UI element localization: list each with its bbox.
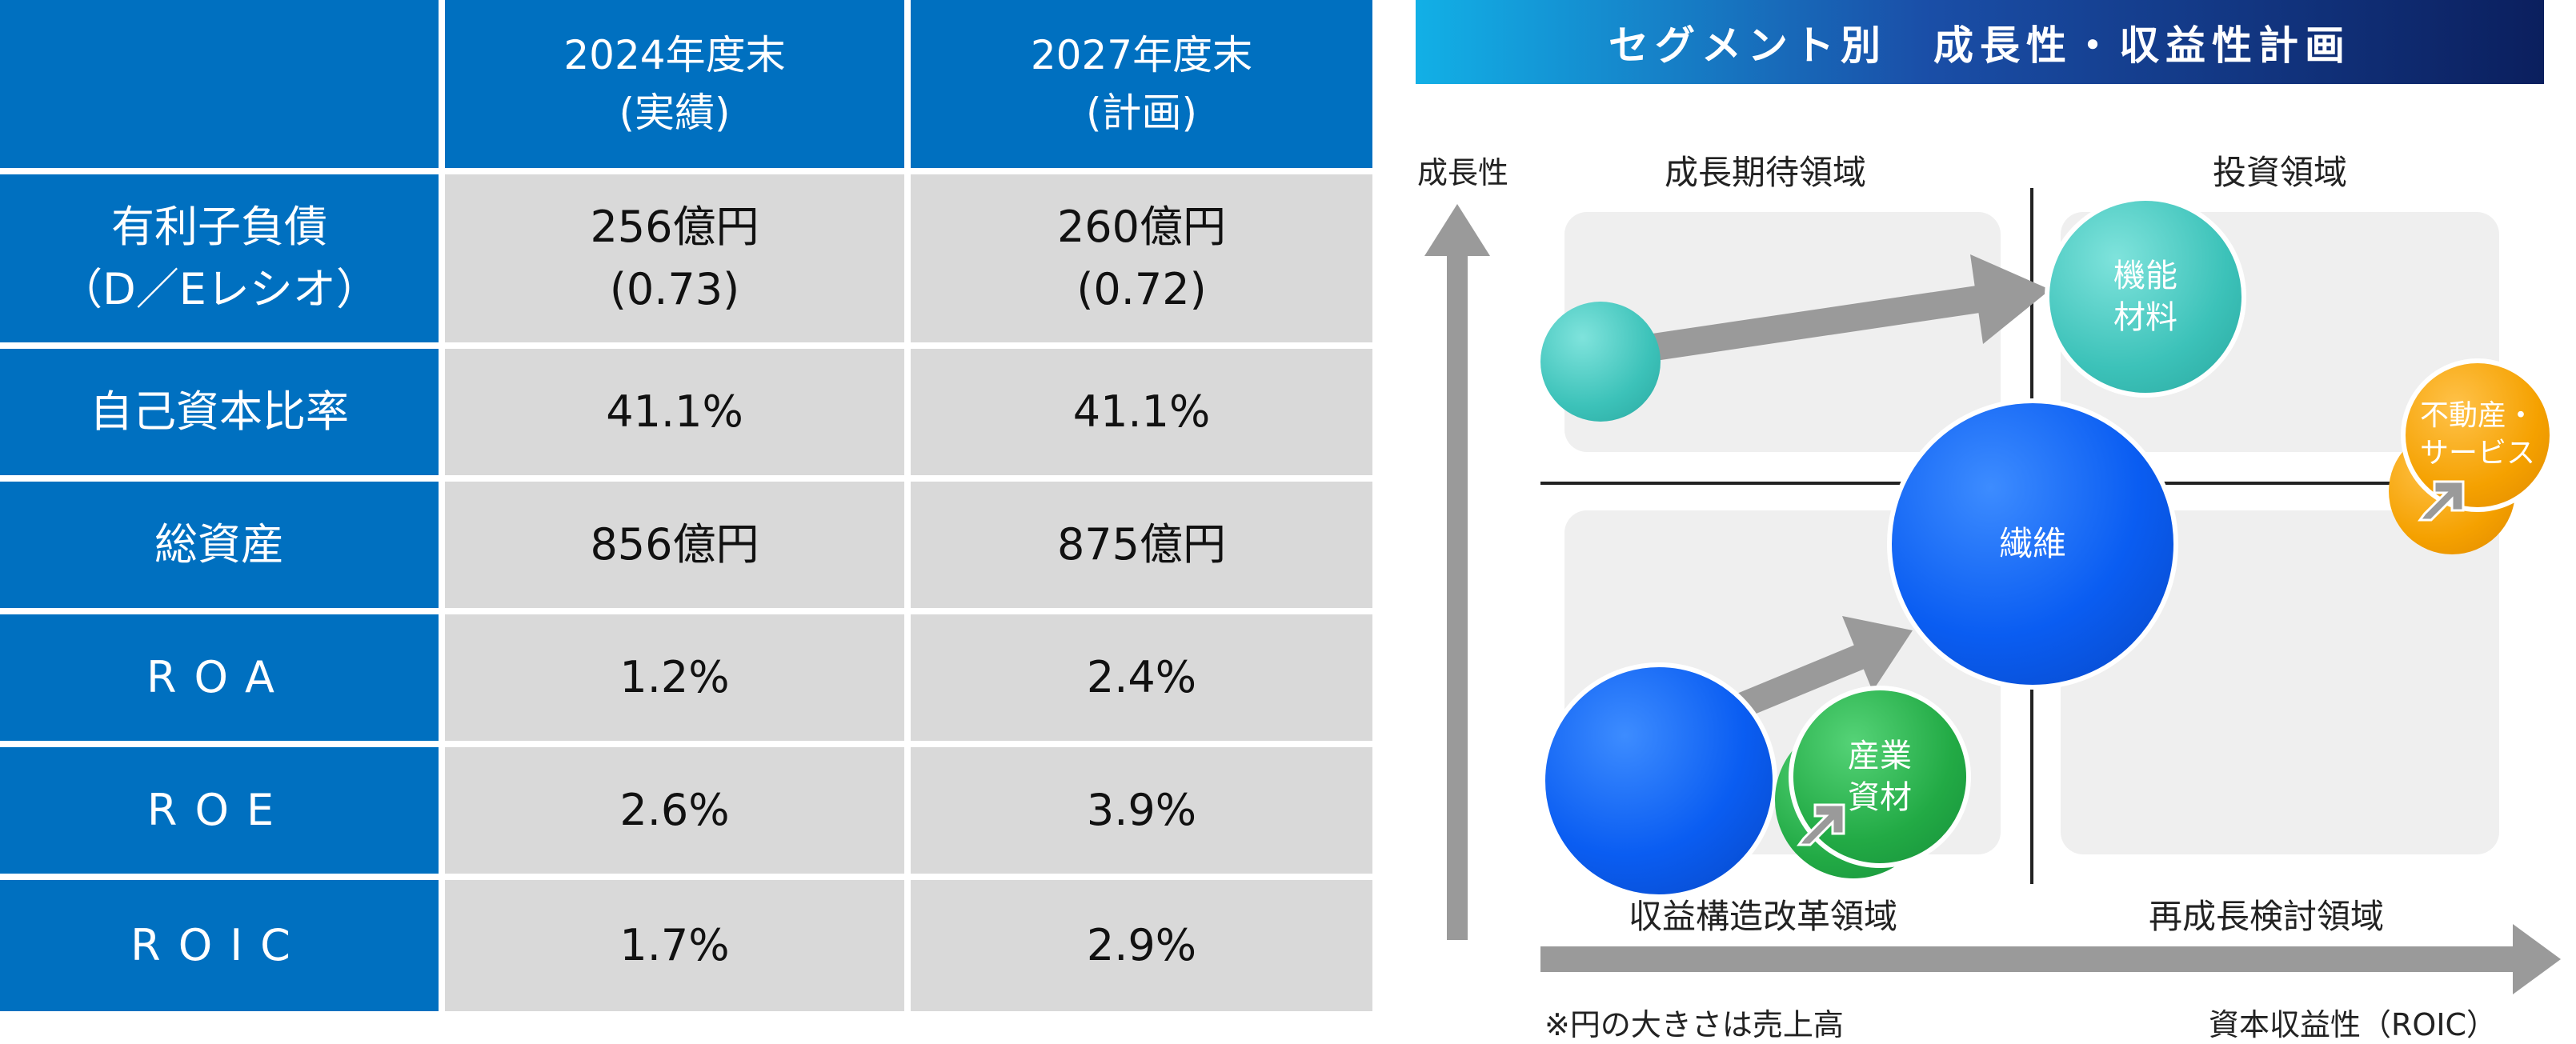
arrow-blue-to-fiber	[1735, 616, 1913, 718]
row-label-roic-text: ROIC	[130, 919, 308, 970]
row-label-debt-line1: 有利子負債	[111, 201, 327, 252]
x-axis-label: 資本収益性（ROIC）	[2209, 1007, 2498, 1042]
row-label-roa: ROA	[0, 614, 439, 741]
value-equity-ratio-2027-text: 41.1%	[1072, 386, 1211, 437]
bubble-teal-small	[1540, 302, 1661, 422]
x-axis-arrow	[1540, 924, 2561, 994]
value-total-assets-2024-text: 856億円	[590, 518, 759, 570]
row-label-equity-ratio-text: 自己資本比率	[90, 386, 349, 437]
value-roa-2027-text: 2.4%	[1086, 651, 1197, 702]
bubble-realestate-line2: サービス	[2419, 437, 2535, 470]
value-roe-2024-text: 2.6%	[619, 784, 730, 835]
row-label-roe-text: ROE	[146, 784, 292, 835]
bubble-realestate-services: 不動産・ サービス	[2401, 358, 2554, 512]
bubble-realestate-line1: 不動産・	[2419, 399, 2535, 433]
diagram-title-bar: セグメント別 成長性・収益性計画	[1416, 0, 2544, 84]
bubble-blue-small	[1540, 662, 1777, 899]
value-roa-2027: 2.4%	[911, 614, 1372, 741]
bubble-functional-line1: 機能	[2113, 258, 2177, 294]
quadrant-label-top-left: 成長期待領域	[1665, 153, 1867, 192]
bubble-industrial-line2: 資材	[1848, 779, 1912, 816]
value-equity-ratio-2024-text: 41.1%	[606, 386, 743, 437]
arrow-industrial-shift	[1797, 803, 1845, 846]
header-2027-line1: 2027年度末	[1030, 31, 1253, 78]
y-axis-label: 成長性	[1417, 155, 1509, 190]
value-equity-ratio-2024: 41.1%	[445, 349, 904, 475]
header-2027-line2: (計画)	[1085, 90, 1197, 136]
row-label-roa-text: ROA	[146, 651, 292, 702]
bubble-functional-line2: 材料	[2113, 299, 2177, 336]
quadrant-label-top-right: 投資領域	[2213, 153, 2348, 192]
bubble-functional-materials: 機能 材料	[2045, 196, 2246, 398]
diagram-title: セグメント別 成長性・収益性計画	[1608, 22, 2351, 69]
value-total-assets-2027: 875億円	[911, 482, 1372, 608]
row-label-roic: ROIC	[0, 880, 439, 1011]
value-roe-2027-text: 3.9%	[1086, 784, 1197, 835]
value-roic-2027-text: 2.9%	[1086, 919, 1197, 970]
arrow-realestate-shift	[2418, 480, 2465, 522]
header-empty-cell	[0, 0, 439, 168]
value-debt-2027-line2: (0.72)	[1076, 264, 1207, 314]
value-roe-2027: 3.9%	[911, 747, 1372, 874]
header-2024-line2: (実績)	[619, 90, 731, 136]
value-total-assets-2024: 856億円	[445, 482, 904, 608]
quadrant-label-bottom-left: 収益構造改革領域	[1629, 897, 1898, 936]
quadrant-label-bottom-right: 再成長検討領域	[2149, 897, 2385, 936]
header-2027-cell: 2027年度末 (計画)	[911, 0, 1372, 168]
row-label-roe: ROE	[0, 747, 439, 874]
header-2024-cell: 2024年度末 (実績)	[445, 0, 904, 168]
arrow-teal-to-functional	[1647, 254, 2050, 362]
y-axis-arrow	[1424, 204, 1490, 940]
value-equity-ratio-2027: 41.1%	[911, 349, 1372, 475]
bubble-fiber: 繊維	[1887, 398, 2178, 690]
value-debt-2024-line2: (0.73)	[609, 264, 740, 314]
bubble-industrial-line1: 産業	[1848, 738, 1912, 774]
footnote: ※円の大きさは売上高	[1544, 1007, 1844, 1042]
value-debt-2024: 256億円 (0.73)	[445, 174, 904, 342]
bubble-fiber-line1: 繊維	[1998, 523, 2066, 563]
value-roic-2027: 2.9%	[911, 880, 1372, 1011]
row-label-equity-ratio: 自己資本比率	[0, 349, 439, 475]
value-roic-2024: 1.7%	[445, 880, 904, 1011]
value-total-assets-2027-text: 875億円	[1056, 518, 1227, 570]
value-roa-2024-text: 1.2%	[619, 651, 730, 702]
row-label-total-assets-text: 総資産	[154, 518, 284, 570]
value-debt-2027-line1: 260億円	[1056, 201, 1227, 252]
row-label-debt-line2: （D／Eレシオ）	[59, 264, 379, 314]
row-label-total-assets: 総資産	[0, 482, 439, 608]
header-2024-line1: 2024年度末	[563, 31, 786, 78]
row-label-debt: 有利子負債 （D／Eレシオ）	[0, 174, 439, 342]
value-roic-2024-text: 1.7%	[619, 919, 730, 970]
value-debt-2027: 260億円 (0.72)	[911, 174, 1372, 342]
value-roa-2024: 1.2%	[445, 614, 904, 741]
value-debt-2024-line1: 256億円	[590, 201, 759, 252]
financial-table: 2024年度末 (実績) 2027年度末 (計画) 有利子負債 （D／Eレシオ）…	[0, 0, 1372, 1011]
value-roe-2024: 2.6%	[445, 747, 904, 874]
